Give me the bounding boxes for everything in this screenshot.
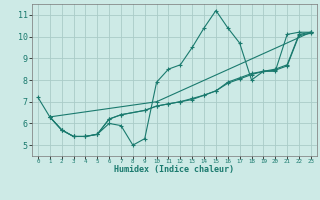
X-axis label: Humidex (Indice chaleur): Humidex (Indice chaleur)	[115, 165, 234, 174]
